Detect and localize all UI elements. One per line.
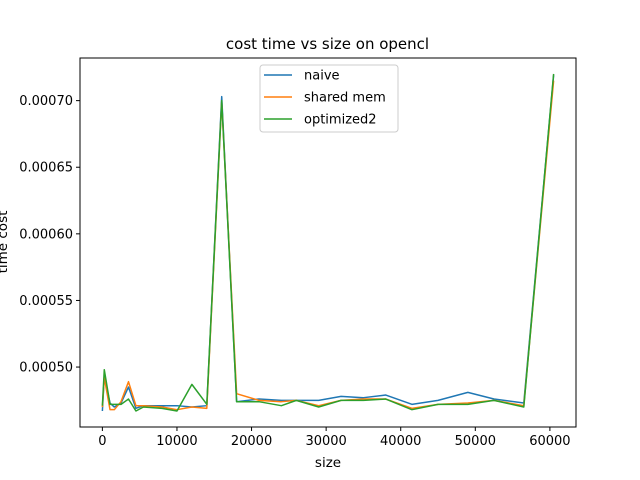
legend-label: optimized2 bbox=[304, 113, 377, 128]
x-axis-label: size bbox=[315, 455, 341, 471]
x-tick-label: 20000 bbox=[231, 434, 272, 449]
y-tick-label: 0.00060 bbox=[19, 227, 73, 242]
x-axis: 0 10000 20000 30000 40000 50000 60000 bbox=[98, 427, 571, 449]
y-axis: 0.00050 0.00055 0.00060 0.00065 0.00070 bbox=[19, 94, 80, 376]
y-tick-label: 0.00055 bbox=[19, 294, 73, 309]
legend-label: naive bbox=[304, 69, 340, 84]
legend-label: shared mem bbox=[304, 91, 386, 106]
y-tick-label: 0.00065 bbox=[19, 161, 73, 176]
y-tick-label: 0.00050 bbox=[19, 361, 73, 376]
series-lines bbox=[101, 73, 555, 412]
y-axis-label: time cost bbox=[0, 211, 11, 274]
x-tick-label: 60000 bbox=[529, 434, 570, 449]
y-tick-label: 0.00070 bbox=[19, 94, 73, 109]
x-tick-label: 10000 bbox=[156, 434, 197, 449]
x-tick-label: 0 bbox=[98, 434, 106, 449]
legend: naive shared mem optimized2 bbox=[259, 64, 399, 133]
chart-title: cost time vs size on opencl bbox=[226, 35, 429, 53]
x-tick-label: 50000 bbox=[455, 434, 496, 449]
x-tick-label: 30000 bbox=[305, 434, 346, 449]
series-line-optimized2 bbox=[101, 73, 555, 412]
plot-frame bbox=[79, 57, 577, 428]
x-tick-label: 40000 bbox=[380, 434, 421, 449]
legend-box bbox=[259, 64, 399, 133]
